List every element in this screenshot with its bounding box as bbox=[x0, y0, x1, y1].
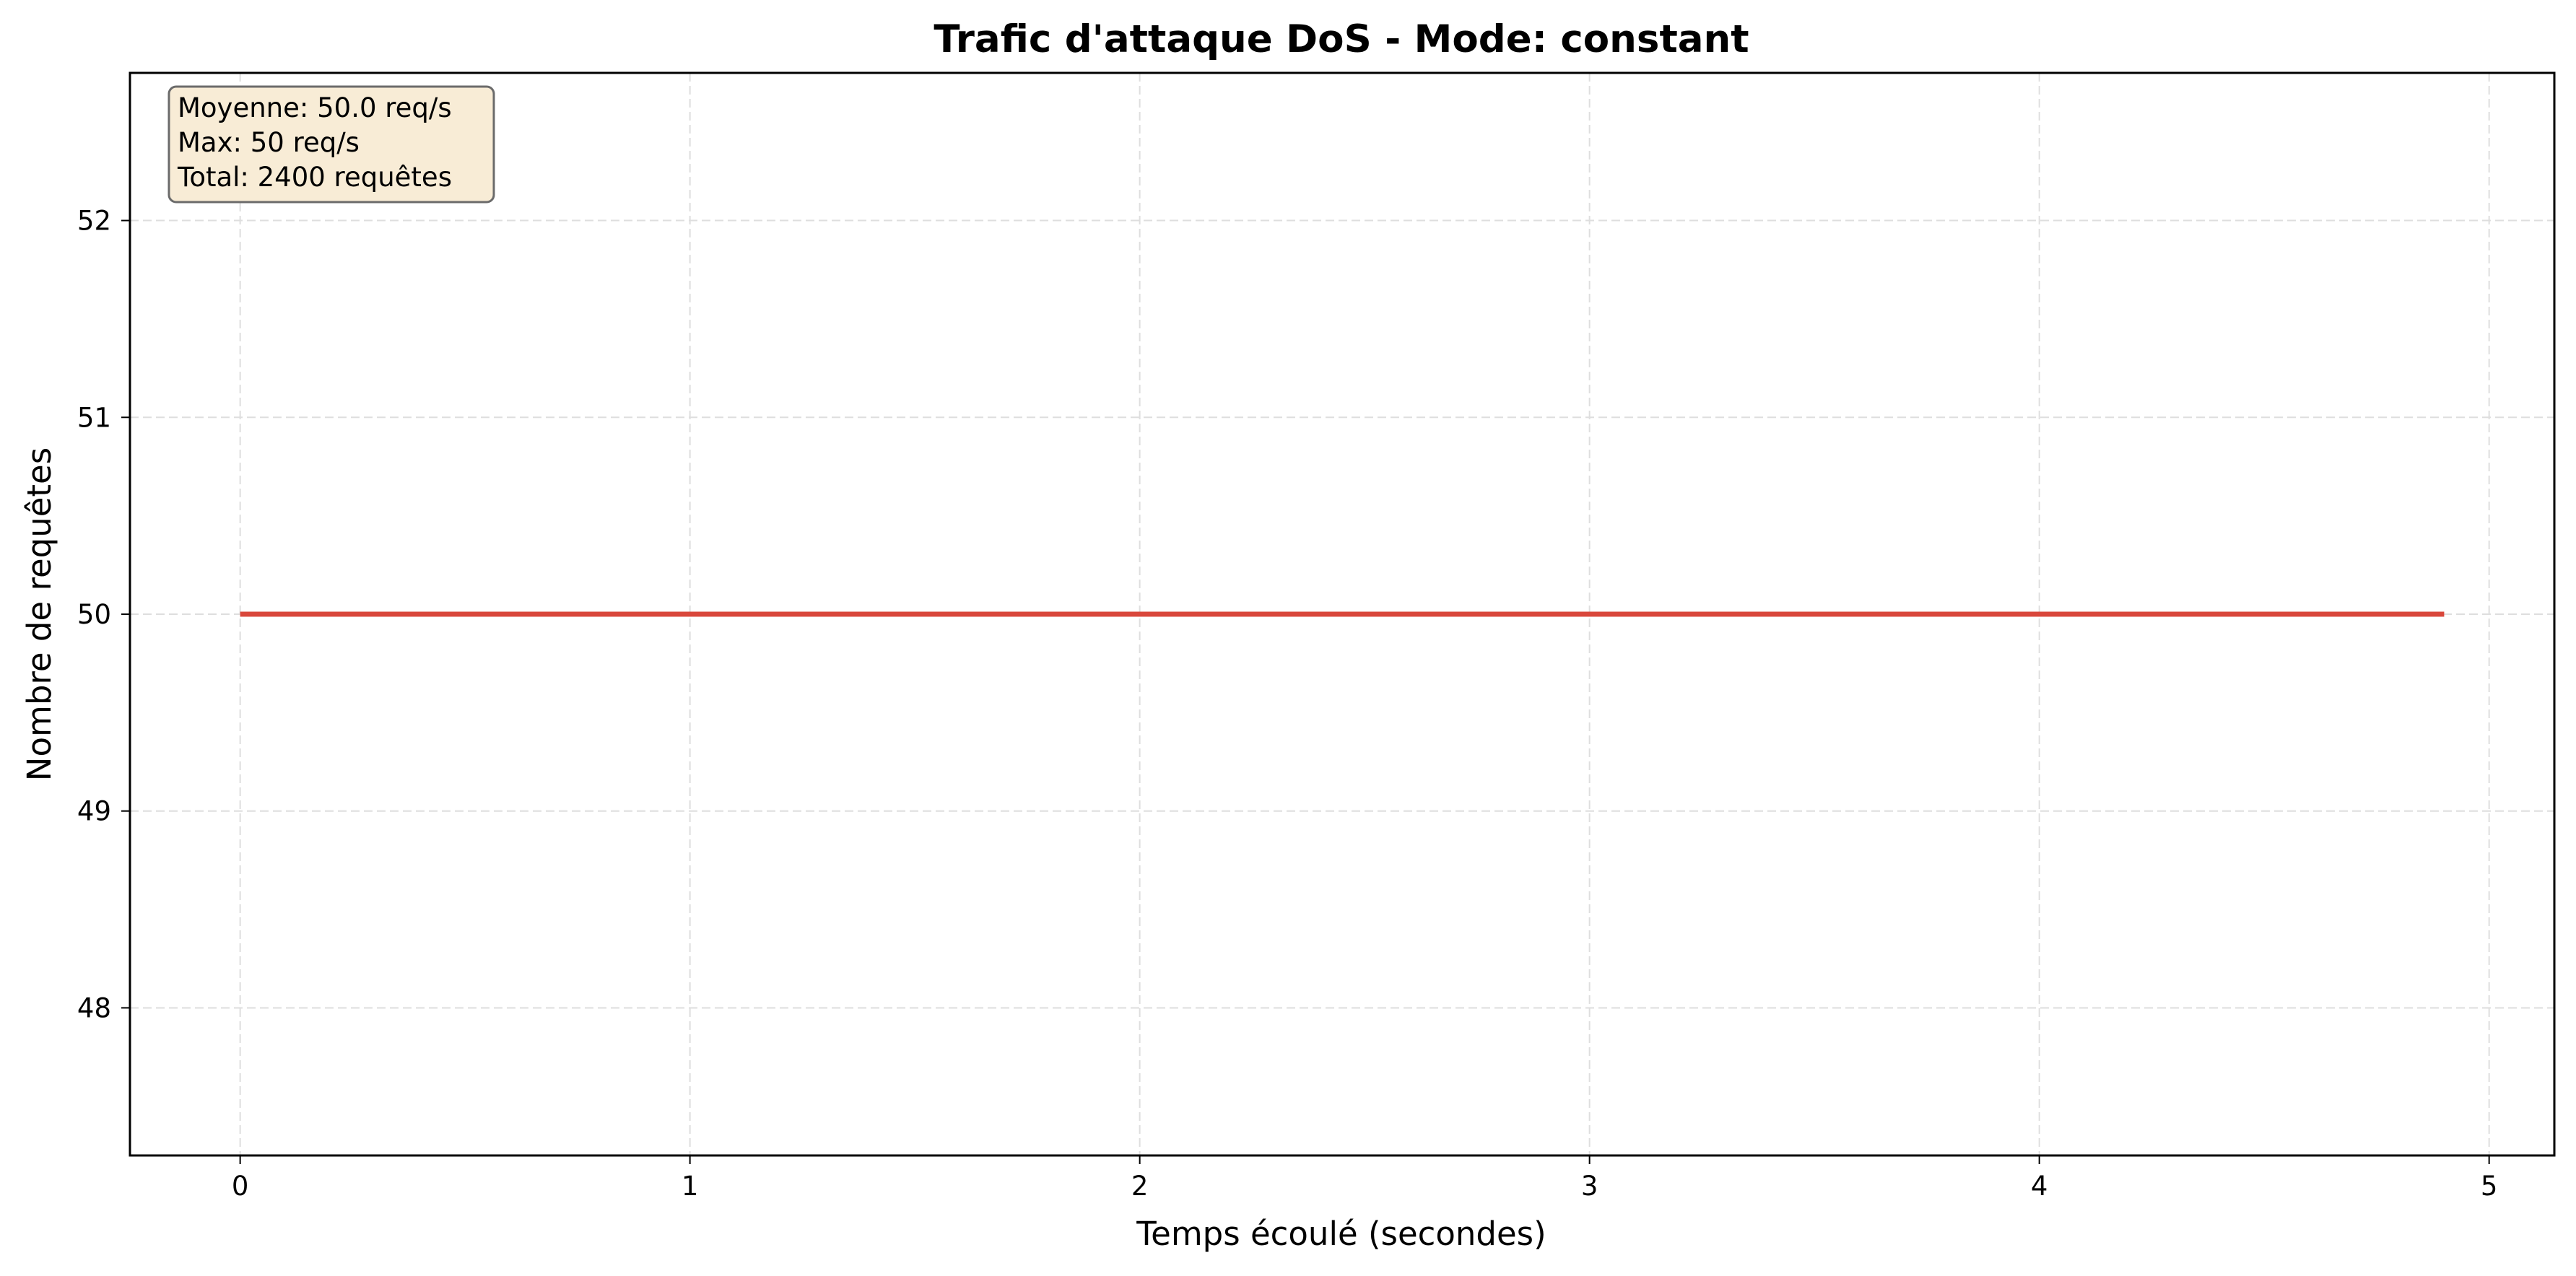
y-tick-label: 48 bbox=[77, 992, 111, 1023]
x-axis-ticks: 0 1 2 3 4 5 bbox=[232, 1155, 2498, 1202]
y-tick-label: 49 bbox=[77, 796, 111, 827]
x-tick-label: 4 bbox=[2031, 1171, 2048, 1202]
y-tick-label: 51 bbox=[77, 402, 111, 433]
stats-total: Total: 2400 requêtes bbox=[177, 162, 452, 193]
y-axis-ticks: 48 49 50 51 52 bbox=[77, 206, 130, 1023]
y-tick-label: 50 bbox=[77, 599, 111, 630]
x-tick-label: 3 bbox=[1581, 1171, 1598, 1202]
x-tick-label: 1 bbox=[682, 1171, 699, 1202]
x-tick-label: 2 bbox=[1131, 1171, 1149, 1202]
stats-mean: Moyenne: 50.0 req/s bbox=[178, 92, 452, 123]
x-tick-label: 5 bbox=[2481, 1171, 2498, 1202]
x-axis-label: Temps écoulé (secondes) bbox=[1136, 1215, 1546, 1253]
stats-max: Max: 50 req/s bbox=[178, 127, 360, 158]
stats-box-background bbox=[167, 85, 495, 204]
x-tick-label: 0 bbox=[232, 1171, 249, 1202]
y-axis-label: Nombre de requêtes bbox=[20, 447, 58, 781]
stats-box: Moyenne: 50.0 req/s Max: 50 req/s Total:… bbox=[167, 85, 495, 204]
y-tick-label: 52 bbox=[77, 206, 111, 237]
chart-title: Trafic d'attaque DoS - Mode: constant bbox=[934, 17, 1749, 61]
